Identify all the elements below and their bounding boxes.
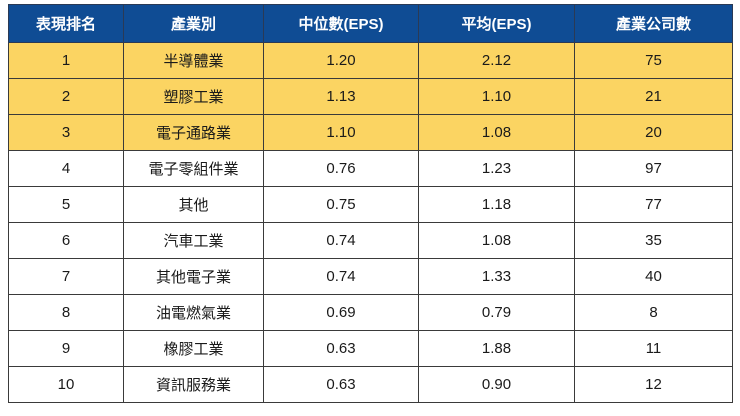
company-count-cell: 20 (574, 114, 733, 151)
header-company-count: 產業公司數 (574, 4, 733, 43)
industry-cell: 塑膠工業 (123, 78, 264, 115)
rank-cell: 2 (8, 78, 124, 115)
company-count-cell: 35 (574, 222, 733, 259)
company-count-cell: 40 (574, 258, 733, 295)
mean-eps-cell: 1.08 (418, 114, 575, 151)
industry-eps-ranking-table: 表現排名 產業別 中位數(EPS) 平均(EPS) 產業公司數 1 半導體業 1.2… (8, 4, 733, 403)
table-row: 3 電子通路業 1.10 1.08 20 (8, 114, 733, 151)
mean-eps-cell: 1.23 (418, 150, 575, 187)
table-row: 2 塑膠工業 1.13 1.10 21 (8, 78, 733, 115)
company-count-cell: 97 (574, 150, 733, 187)
rank-cell: 7 (8, 258, 124, 295)
company-count-cell: 12 (574, 366, 733, 403)
mean-eps-cell: 1.33 (418, 258, 575, 295)
mean-eps-cell: 0.79 (418, 294, 575, 331)
header-median-eps: 中位數(EPS) (263, 4, 419, 43)
median-eps-cell: 0.69 (263, 294, 419, 331)
industry-cell: 油電燃氣業 (123, 294, 264, 331)
rank-cell: 1 (8, 42, 124, 79)
header-mean-eps: 平均(EPS) (418, 4, 575, 43)
mean-eps-cell: 0.90 (418, 366, 575, 403)
mean-eps-cell: 1.18 (418, 186, 575, 223)
table-row: 1 半導體業 1.20 2.12 75 (8, 42, 733, 79)
median-eps-cell: 0.63 (263, 330, 419, 367)
header-rank: 表現排名 (8, 4, 124, 43)
table-row: 8 油電燃氣業 0.69 0.79 8 (8, 294, 733, 331)
industry-cell: 汽車工業 (123, 222, 264, 259)
rank-cell: 9 (8, 330, 124, 367)
rank-cell: 3 (8, 114, 124, 151)
header-industry: 產業別 (123, 4, 264, 43)
table-row: 10 資訊服務業 0.63 0.90 12 (8, 366, 733, 403)
company-count-cell: 8 (574, 294, 733, 331)
header-row: 表現排名 產業別 中位數(EPS) 平均(EPS) 產業公司數 (8, 4, 733, 43)
industry-cell: 電子通路業 (123, 114, 264, 151)
industry-cell: 資訊服務業 (123, 366, 264, 403)
rank-cell: 10 (8, 366, 124, 403)
industry-cell: 電子零組件業 (123, 150, 264, 187)
median-eps-cell: 1.13 (263, 78, 419, 115)
median-eps-cell: 0.63 (263, 366, 419, 403)
median-eps-cell: 0.74 (263, 258, 419, 295)
table-row: 4 電子零組件業 0.76 1.23 97 (8, 150, 733, 187)
rank-cell: 8 (8, 294, 124, 331)
table-row: 9 橡膠工業 0.63 1.88 11 (8, 330, 733, 367)
table-row: 7 其他電子業 0.74 1.33 40 (8, 258, 733, 295)
mean-eps-cell: 1.08 (418, 222, 575, 259)
rank-cell: 6 (8, 222, 124, 259)
industry-cell: 半導體業 (123, 42, 264, 79)
mean-eps-cell: 1.88 (418, 330, 575, 367)
company-count-cell: 11 (574, 330, 733, 367)
median-eps-cell: 0.75 (263, 186, 419, 223)
median-eps-cell: 1.20 (263, 42, 419, 79)
company-count-cell: 75 (574, 42, 733, 79)
company-count-cell: 21 (574, 78, 733, 115)
company-count-cell: 77 (574, 186, 733, 223)
median-eps-cell: 1.10 (263, 114, 419, 151)
table-row: 6 汽車工業 0.74 1.08 35 (8, 222, 733, 259)
mean-eps-cell: 2.12 (418, 42, 575, 79)
rank-cell: 5 (8, 186, 124, 223)
mean-eps-cell: 1.10 (418, 78, 575, 115)
rank-cell: 4 (8, 150, 124, 187)
industry-cell: 橡膠工業 (123, 330, 264, 367)
industry-cell: 其他電子業 (123, 258, 264, 295)
industry-cell: 其他 (123, 186, 264, 223)
median-eps-cell: 0.76 (263, 150, 419, 187)
median-eps-cell: 0.74 (263, 222, 419, 259)
table-row: 5 其他 0.75 1.18 77 (8, 186, 733, 223)
